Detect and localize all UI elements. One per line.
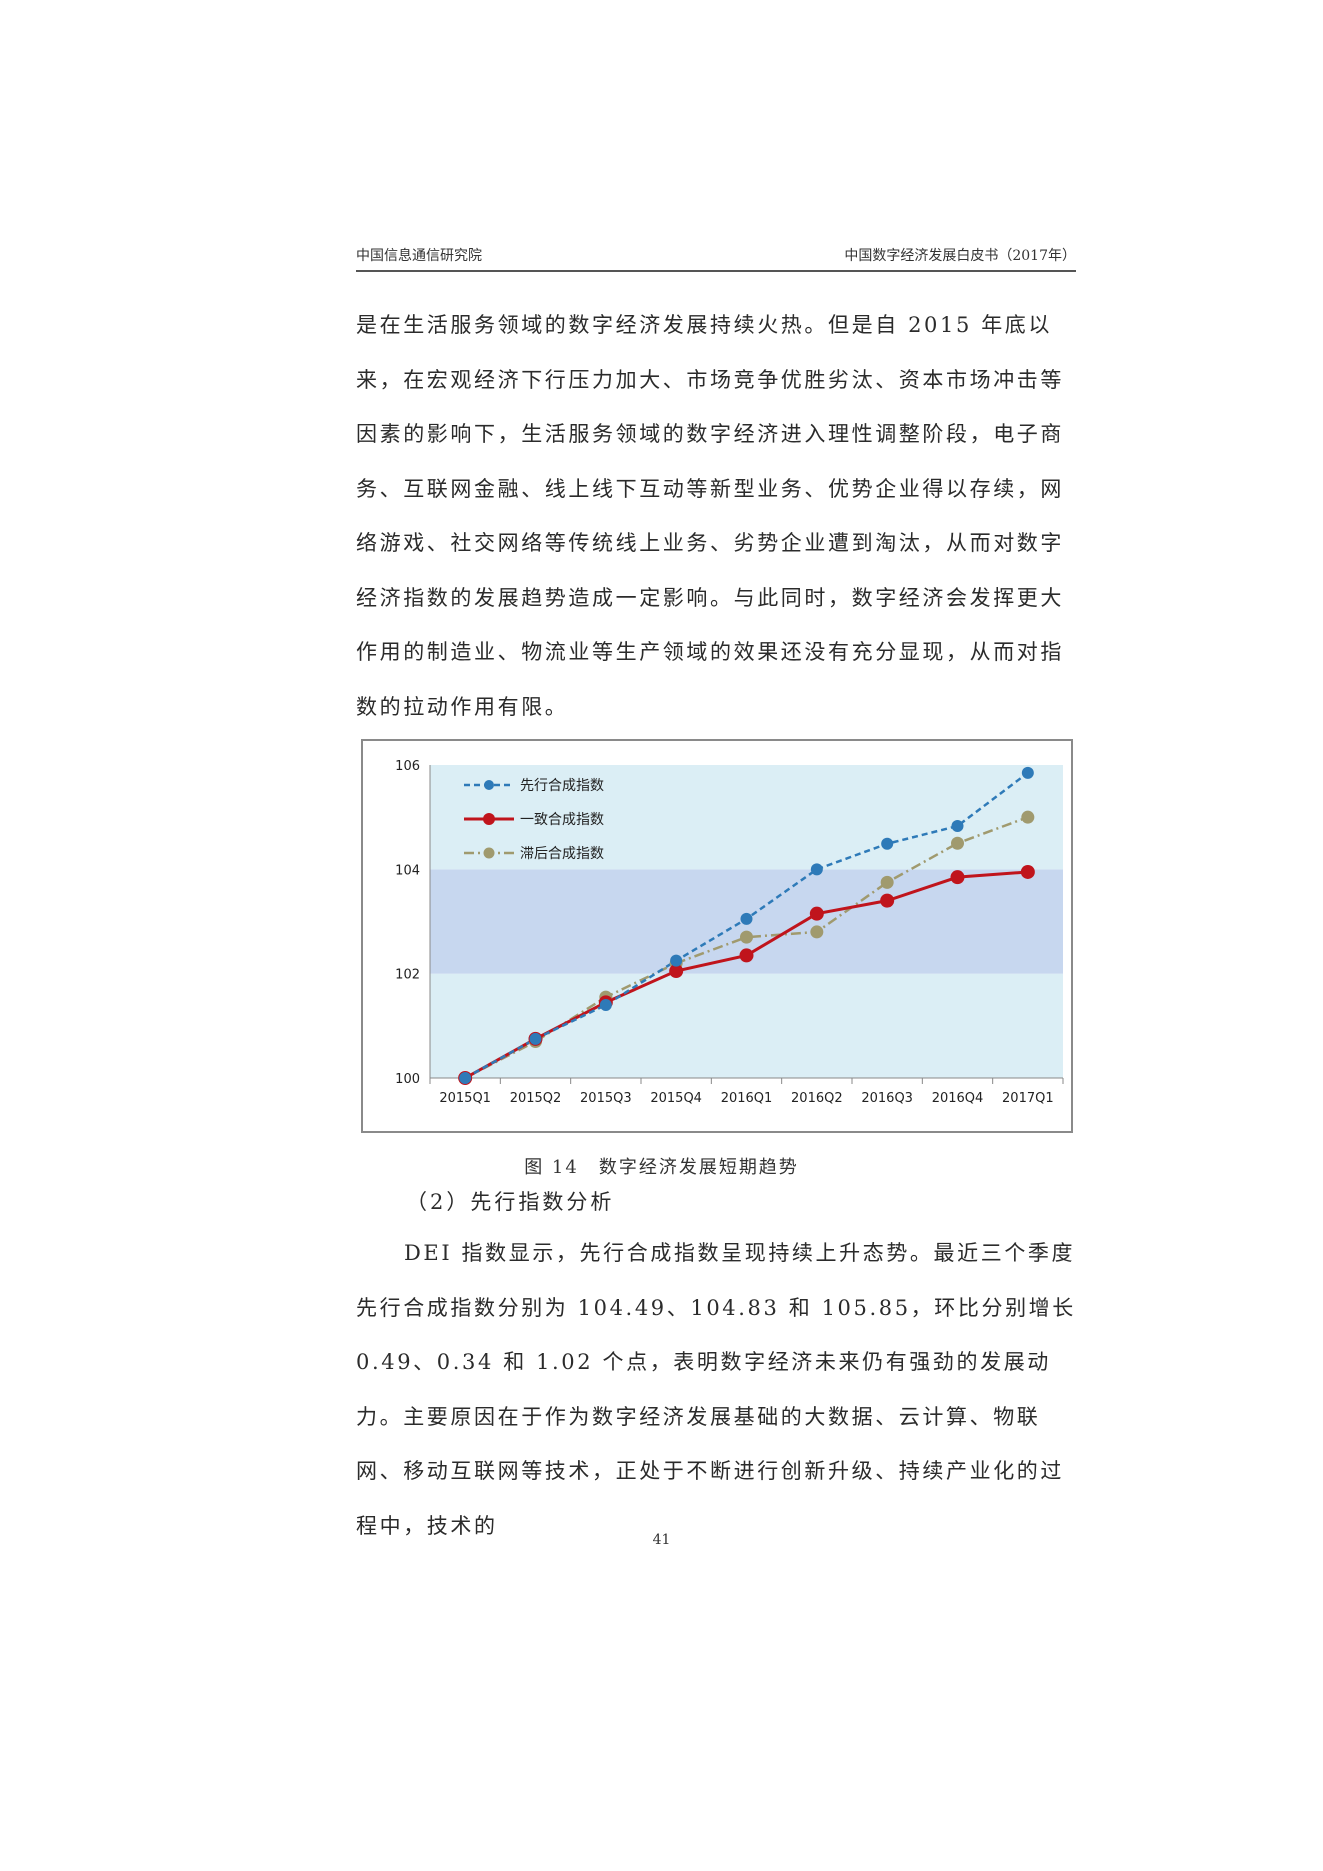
data-point [670,954,683,967]
data-point [739,948,754,963]
legend-label: 一致合成指数 [520,812,604,828]
data-point [809,906,824,921]
figure-caption: 图 14 数字经济发展短期趋势 [524,1157,799,1178]
header-org: 中国信息通信研究院 [356,248,482,264]
y-tick-label: 102 [395,968,420,983]
data-point [740,930,753,944]
y-tick-label: 106 [395,759,420,774]
data-point [951,836,964,850]
plot-band-2 [430,765,1063,870]
legend-label: 滞后合成指数 [520,846,604,862]
x-tick-label: 2016Q4 [932,1091,984,1106]
header-doc-title: 中国数字经济发展白皮书（2017年） [844,248,1076,264]
x-tick-label: 2015Q3 [580,1091,632,1106]
y-tick-label: 100 [395,1072,420,1087]
legend-label: 先行合成指数 [520,778,604,794]
data-point [1020,864,1035,879]
x-tick-label: 2016Q1 [721,1091,773,1106]
data-point [1021,766,1034,779]
data-point [810,925,824,939]
data-point [951,820,964,833]
body-paragraph-2: DEI 指数显示，先行合成指数呈现持续上升态势。最近三个季度先行合成指数分别为 … [356,1241,1076,1538]
x-tick-label: 2016Q3 [861,1091,913,1106]
page-header: 中国信息通信研究院 中国数字经济发展白皮书（2017年） [356,240,1076,272]
legend-swatch-marker [483,813,495,825]
legend-swatch-marker [484,780,494,790]
data-point [950,870,965,885]
data-point [1021,810,1035,824]
data-point [881,837,894,850]
page-number: 41 [652,1532,671,1548]
x-tick-label: 2016Q2 [791,1091,843,1106]
section-subheading: （2）先行指数分析 [406,1190,615,1214]
x-tick-label: 2017Q1 [1002,1091,1054,1106]
figure-chart: 100 102 104 106 2015Q1 2015Q2 2015Q3 2015Q4 2016… [361,739,1073,1133]
data-point [810,863,823,876]
legend-swatch-marker [483,847,495,859]
data-point [599,998,612,1011]
data-point [740,912,753,925]
body-paragraph-1: 是在生活服务领域的数字经济发展持续火热。但是自 2015 年底以来，在宏观经济下… [356,313,1064,719]
plot-band-0 [430,973,1063,1078]
x-tick-label: 2015Q1 [439,1091,491,1106]
data-point [880,893,895,908]
x-tick-label: 2015Q4 [650,1091,702,1106]
data-point [880,875,894,889]
x-tick-label: 2015Q2 [510,1091,562,1106]
line-chart: 100 102 104 106 2015Q1 2015Q2 2015Q3 2015Q4 2016… [395,759,1064,1106]
data-point [459,1072,472,1084]
data-point [529,1032,542,1045]
data-point [669,964,684,979]
y-tick-label: 104 [395,863,420,878]
